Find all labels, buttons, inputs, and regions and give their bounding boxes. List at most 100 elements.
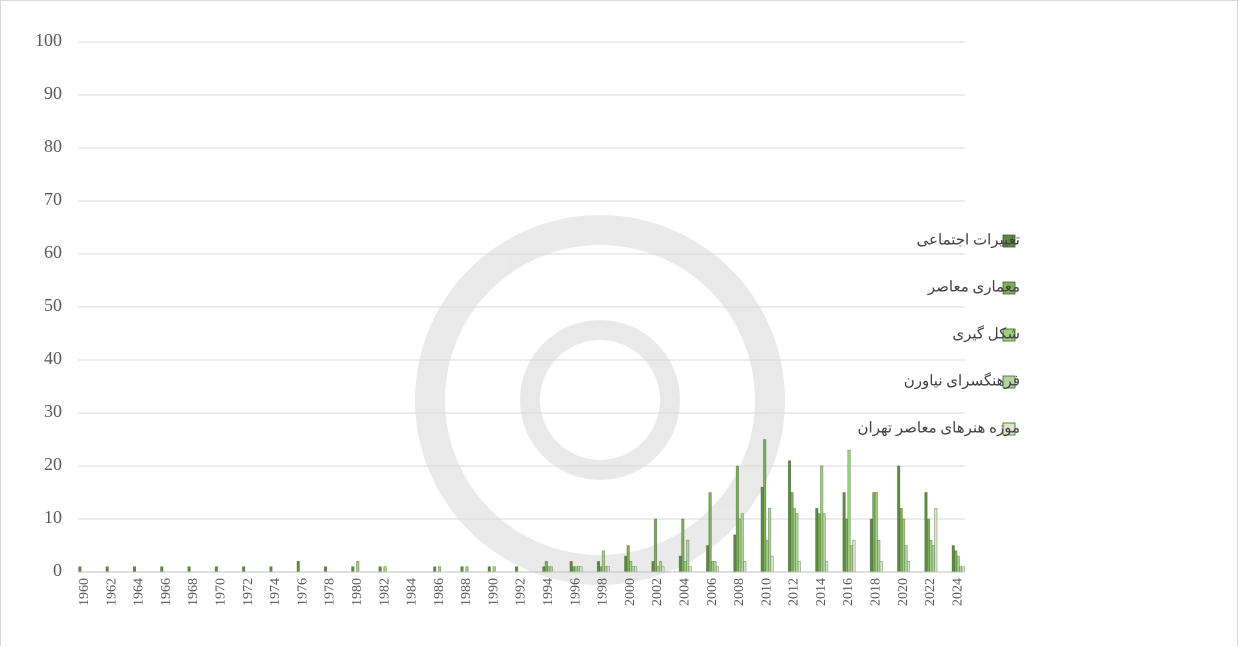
bar xyxy=(570,561,572,572)
x-tick-label: 2010 xyxy=(759,578,774,606)
bar xyxy=(379,567,381,572)
bar xyxy=(761,487,763,572)
bar xyxy=(438,567,440,572)
bar xyxy=(897,466,899,572)
bar xyxy=(580,567,582,572)
bar xyxy=(768,508,770,572)
bar xyxy=(602,551,604,572)
x-tick-label: 2000 xyxy=(623,578,638,606)
x-tick-label: 2012 xyxy=(787,578,802,606)
bar xyxy=(79,567,81,572)
bar xyxy=(927,519,929,572)
bar xyxy=(575,567,577,572)
legend-label: موزه هنرهای معاصر تهران xyxy=(858,420,1020,436)
bar xyxy=(605,567,607,572)
bar xyxy=(625,556,627,572)
bar xyxy=(959,567,961,572)
bar xyxy=(548,567,550,572)
bar xyxy=(711,561,713,572)
bar xyxy=(577,567,579,572)
bar xyxy=(545,561,547,572)
bar xyxy=(816,508,818,572)
bar xyxy=(823,514,825,572)
bar xyxy=(654,519,656,572)
bar xyxy=(739,519,741,572)
bar xyxy=(741,514,743,572)
watermark-ring xyxy=(530,330,670,470)
bar xyxy=(684,561,686,572)
x-tick-label: 2016 xyxy=(841,578,856,606)
x-tick-label: 2024 xyxy=(950,578,965,606)
x-tick-label: 2018 xyxy=(869,578,884,606)
bar xyxy=(632,567,634,572)
x-tick-label: 1976 xyxy=(295,578,310,606)
bar xyxy=(870,519,872,572)
x-tick-label: 1968 xyxy=(186,578,201,606)
bar xyxy=(662,567,664,572)
bar xyxy=(188,567,190,572)
bar xyxy=(357,561,359,572)
bar xyxy=(686,540,688,572)
y-tick-label: 70 xyxy=(44,189,62,209)
bar xyxy=(952,546,954,573)
bar xyxy=(843,493,845,573)
x-tick-label: 1966 xyxy=(159,578,174,606)
page: 0102030405060708090100196019621964196619… xyxy=(0,0,1238,646)
bar xyxy=(384,567,386,572)
bar xyxy=(798,561,800,572)
bar xyxy=(607,567,609,572)
bar xyxy=(791,493,793,573)
bar xyxy=(682,519,684,572)
bar xyxy=(493,567,495,572)
x-tick-label: 1984 xyxy=(405,578,420,606)
bar xyxy=(744,561,746,572)
bar xyxy=(793,508,795,572)
bar xyxy=(679,556,681,572)
bar xyxy=(466,567,468,572)
bar xyxy=(878,540,880,572)
x-tick-label: 2022 xyxy=(923,578,938,606)
bar xyxy=(880,561,882,572)
y-tick-label: 10 xyxy=(44,507,62,527)
x-tick-label: 2020 xyxy=(896,578,911,606)
bar xyxy=(433,567,435,572)
bar xyxy=(714,561,716,572)
x-tick-label: 1978 xyxy=(323,578,338,606)
bar xyxy=(543,567,545,572)
bar xyxy=(873,493,875,573)
y-tick-label: 40 xyxy=(44,348,62,368)
bar xyxy=(734,535,736,572)
bar xyxy=(652,561,654,572)
x-tick-label: 1986 xyxy=(432,578,447,606)
x-tick-label: 1972 xyxy=(241,578,256,606)
legend-label: فرهنگسرای نیاورن xyxy=(904,371,1020,389)
bar xyxy=(900,508,902,572)
bar xyxy=(706,546,708,573)
bar xyxy=(825,561,827,572)
bar xyxy=(297,561,299,572)
bar xyxy=(853,540,855,572)
bar xyxy=(629,561,631,572)
bar xyxy=(488,567,490,572)
bar xyxy=(771,556,773,572)
y-tick-label: 20 xyxy=(44,454,62,474)
bar xyxy=(954,551,956,572)
bar xyxy=(133,567,135,572)
bar xyxy=(763,440,765,573)
bar xyxy=(597,561,599,572)
x-tick-label: 1974 xyxy=(268,578,283,606)
x-tick-label: 1998 xyxy=(596,578,611,606)
bar xyxy=(627,546,629,573)
bar xyxy=(324,567,326,572)
y-tick-label: 50 xyxy=(44,295,62,315)
x-tick-label: 2014 xyxy=(814,578,829,606)
x-tick-label: 2004 xyxy=(677,578,692,606)
y-tick-label: 80 xyxy=(44,136,62,156)
x-tick-label: 1962 xyxy=(104,578,119,606)
bar xyxy=(766,540,768,572)
legend-label: تغییرات اجتماعی xyxy=(917,232,1020,248)
bar xyxy=(850,546,852,573)
bar xyxy=(270,567,272,572)
bar xyxy=(820,466,822,572)
bar xyxy=(600,567,602,572)
